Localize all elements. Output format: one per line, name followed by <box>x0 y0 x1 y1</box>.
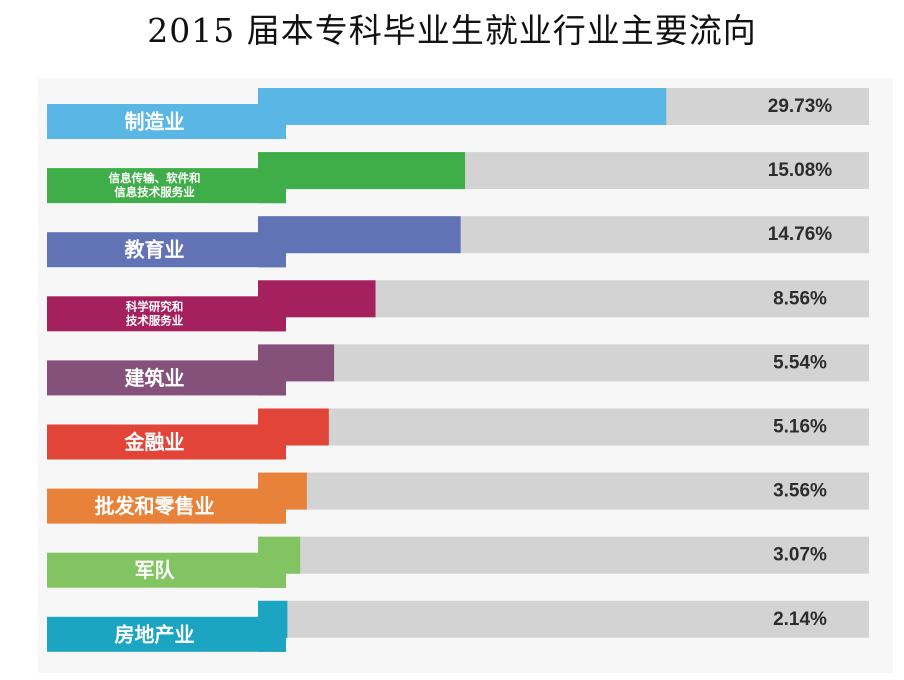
category-ribbon <box>47 104 286 139</box>
value-label: 8.56% <box>773 288 827 309</box>
bar-track <box>258 472 869 510</box>
value-label: 29.73% <box>768 96 833 117</box>
category-label: 信息传输、软件和 <box>109 171 201 185</box>
bar <box>258 88 667 125</box>
bar <box>258 216 461 254</box>
category-label: 金融业 <box>124 430 185 454</box>
chart-title: 2015 届本专科毕业生就业行业主要流向 <box>147 11 757 50</box>
bar-track <box>258 344 869 382</box>
value-label: 3.56% <box>773 481 827 502</box>
bar-row: 军队 3.07% <box>47 536 869 588</box>
category-ribbon <box>47 616 286 652</box>
bar-row: 金融业 5.16% <box>47 408 869 460</box>
category-label: 制造业 <box>125 110 185 134</box>
category-ribbon <box>47 552 286 588</box>
category-ribbon <box>47 424 286 460</box>
bar-row: 建筑业 5.54% <box>47 344 869 396</box>
category-label: 批发和零售业 <box>95 494 215 518</box>
bar-track <box>258 408 869 446</box>
bar-row: 批发和零售业 3.56% <box>47 472 869 524</box>
category-ribbon <box>47 232 286 268</box>
category-label: 信息技术服务业 <box>114 185 195 199</box>
category-label: 教育业 <box>125 238 185 262</box>
bar <box>258 152 466 190</box>
value-label: 5.16% <box>773 417 827 438</box>
category-label: 建筑业 <box>125 366 185 390</box>
bar-track <box>258 600 869 638</box>
category-label: 军队 <box>135 558 176 582</box>
bar-track <box>258 536 869 574</box>
category-ribbon <box>47 168 286 204</box>
value-label: 14.76% <box>768 224 833 245</box>
category-ribbon <box>47 360 286 396</box>
value-label: 2.14% <box>773 609 827 630</box>
value-label: 15.08% <box>768 160 833 181</box>
category-ribbon <box>47 296 286 332</box>
bar-row: 房地产业 2.14% <box>47 600 869 652</box>
category-label: 房地产业 <box>115 622 195 646</box>
category-label: 科学研究和 <box>126 299 184 313</box>
value-label: 3.07% <box>773 545 827 566</box>
category-label: 技术服务业 <box>126 313 184 327</box>
bar-row: 制造业 29.73% <box>47 88 869 139</box>
category-ribbon <box>47 488 286 524</box>
value-label: 5.54% <box>773 352 827 373</box>
bar-row: 教育业 14.76% <box>47 216 869 268</box>
